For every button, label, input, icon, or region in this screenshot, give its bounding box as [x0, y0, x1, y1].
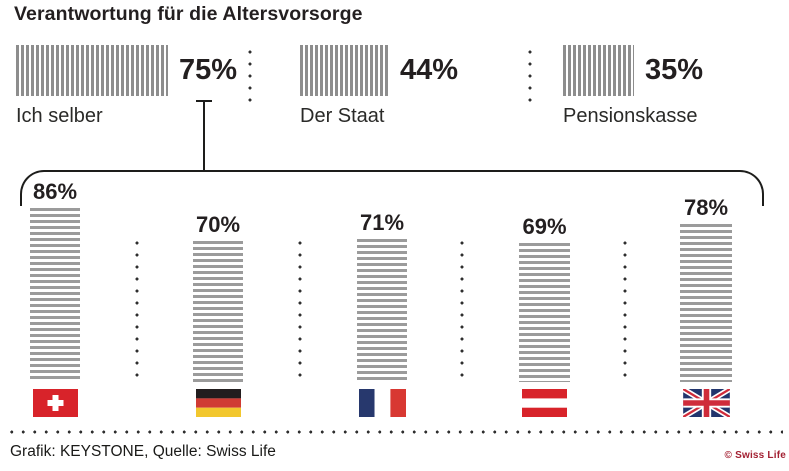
- swiss-life-logo: © Swiss Life: [724, 450, 786, 461]
- column-uk: 78%: [680, 180, 732, 417]
- france-flag-icon: [358, 389, 406, 417]
- bar-france: [357, 239, 407, 382]
- bar-uk: [680, 224, 732, 382]
- value-ich-selber: 75%: [179, 54, 238, 86]
- dotted-separator: [135, 237, 139, 384]
- bar-der-staat: [300, 45, 389, 96]
- dotted-separator: [623, 237, 627, 384]
- top-group-der-staat: 44% Der Staat: [300, 45, 458, 128]
- dotted-separator: [298, 237, 302, 384]
- column-switzerland: 86%: [30, 180, 80, 417]
- dotted-separator: [460, 237, 464, 384]
- top-group-ich-selber: 75% Ich selber: [16, 45, 237, 128]
- connector-line: [203, 100, 205, 170]
- value-switzerland: 86%: [32, 179, 78, 204]
- value-france: 71%: [359, 210, 405, 235]
- uk-flag-icon: [682, 389, 730, 417]
- source-credit: Grafik: KEYSTONE, Quelle: Swiss Life: [10, 443, 276, 460]
- group-bracket: [20, 170, 764, 206]
- page-title: Verantwortung für die Altersvorsorge: [14, 3, 363, 25]
- value-der-staat: 44%: [400, 54, 459, 86]
- dotted-separator: [248, 46, 252, 108]
- column-france: 71%: [357, 180, 407, 417]
- value-uk: 78%: [683, 195, 729, 220]
- dotted-separator: [528, 46, 532, 108]
- switzerland-flag-icon: [32, 389, 78, 417]
- label-pensionskasse: Pensionskasse: [563, 105, 698, 127]
- dotted-rule: [6, 430, 783, 434]
- bar-switzerland: [30, 208, 80, 382]
- top-group-pensionskasse: 35% Pensionskasse: [563, 45, 703, 128]
- value-germany: 70%: [195, 212, 241, 237]
- bar-pensionskasse: [563, 45, 634, 96]
- value-austria: 69%: [522, 214, 567, 239]
- label-der-staat: Der Staat: [300, 105, 385, 127]
- bar-germany: [193, 241, 243, 382]
- bar-ich-selber: [16, 45, 168, 96]
- column-germany: 70%: [193, 180, 243, 417]
- bar-austria: [519, 243, 570, 382]
- column-austria: 69%: [519, 180, 570, 417]
- austria-flag-icon: [522, 389, 567, 417]
- label-ich-selber: Ich selber: [16, 105, 103, 127]
- value-pensionskasse: 35%: [645, 54, 704, 86]
- germany-flag-icon: [195, 389, 241, 417]
